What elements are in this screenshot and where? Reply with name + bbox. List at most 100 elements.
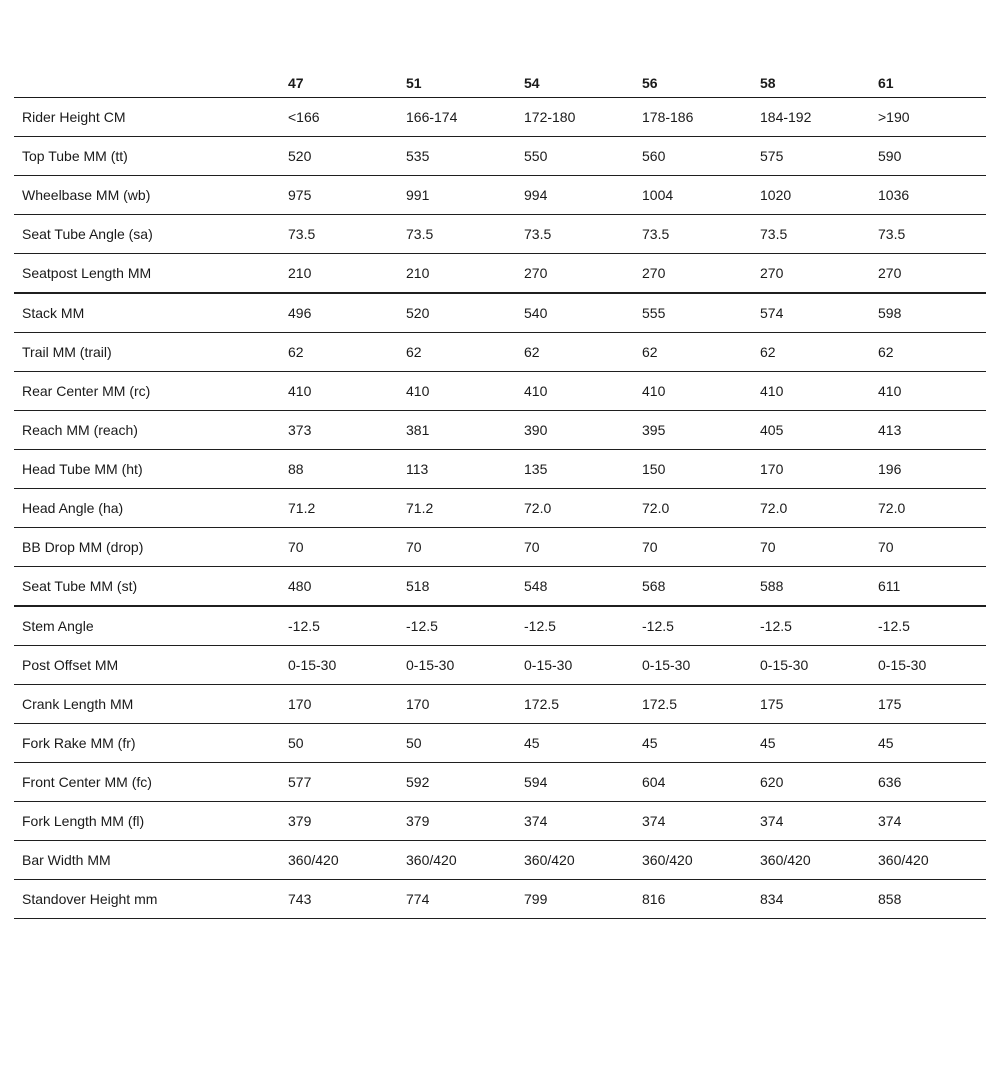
row-label: Rider Height CM <box>14 97 288 137</box>
cell: 71.2 <box>288 488 406 528</box>
cell: 270 <box>524 253 642 294</box>
cell: -12.5 <box>524 606 642 646</box>
cell: 858 <box>878 879 986 919</box>
cell: 975 <box>288 175 406 215</box>
cell: 73.5 <box>760 214 878 254</box>
cell: 1004 <box>642 175 760 215</box>
cell: 1020 <box>760 175 878 215</box>
table-row: Rear Center MM (rc) 410 410 410 410 410 410 <box>14 371 986 411</box>
cell: 360/420 <box>524 840 642 880</box>
cell: 590 <box>878 136 986 176</box>
table-row: Seat Tube Angle (sa) 73.5 73.5 73.5 73.5 73.5… <box>14 214 986 254</box>
row-label: Bar Width MM <box>14 840 288 880</box>
cell: 175 <box>760 684 878 724</box>
row-label: Standover Height mm <box>14 879 288 919</box>
cell: 70 <box>406 527 524 567</box>
column-header: 47 <box>288 68 406 98</box>
table-row: Fork Length MM (fl) 379 379 374 374 374 374 <box>14 801 986 841</box>
cell: 72.0 <box>524 488 642 528</box>
cell: 170 <box>760 449 878 489</box>
cell: 743 <box>288 879 406 919</box>
cell: 178-186 <box>642 97 760 137</box>
table-row: Trail MM (trail) 62 62 62 62 62 62 <box>14 332 986 372</box>
cell: 360/420 <box>406 840 524 880</box>
cell: 170 <box>406 684 524 724</box>
cell: 135 <box>524 449 642 489</box>
cell: 520 <box>406 293 524 333</box>
cell: 0-15-30 <box>760 645 878 685</box>
cell: 410 <box>406 371 524 411</box>
table-row: BB Drop MM (drop) 70 70 70 70 70 70 <box>14 527 986 567</box>
geometry-table: 47 51 54 56 58 61 Rider Height CM <166 166-174 1… <box>14 68 986 919</box>
cell: 374 <box>760 801 878 841</box>
table-row: Head Tube MM (ht) 88 113 135 150 170 196 <box>14 449 986 489</box>
cell: 410 <box>524 371 642 411</box>
cell: 395 <box>642 410 760 450</box>
row-label: Stack MM <box>14 293 288 333</box>
cell: -12.5 <box>406 606 524 646</box>
cell: 410 <box>760 371 878 411</box>
row-label: Rear Center MM (rc) <box>14 371 288 411</box>
table-row: Wheelbase MM (wb) 975 991 994 1004 1020 1036 <box>14 175 986 215</box>
column-header: 51 <box>406 68 524 98</box>
row-label: Seatpost Length MM <box>14 253 288 294</box>
table-row: Crank Length MM 170 170 172.5 172.5 175 175 <box>14 684 986 724</box>
cell: 592 <box>406 762 524 802</box>
cell: 550 <box>524 136 642 176</box>
cell: 381 <box>406 410 524 450</box>
row-label: Crank Length MM <box>14 684 288 724</box>
cell: 598 <box>878 293 986 333</box>
cell: 196 <box>878 449 986 489</box>
table-row: Front Center MM (fc) 577 592 594 604 620 636 <box>14 762 986 802</box>
cell: 72.0 <box>878 488 986 528</box>
cell: 70 <box>760 527 878 567</box>
cell: 270 <box>878 253 986 294</box>
column-header: 56 <box>642 68 760 98</box>
row-label: Trail MM (trail) <box>14 332 288 372</box>
cell: 70 <box>642 527 760 567</box>
cell: 410 <box>642 371 760 411</box>
geometry-spec-page: 47 51 54 56 58 61 Rider Height CM <166 166-174 1… <box>0 68 1000 1068</box>
cell: 535 <box>406 136 524 176</box>
cell: 575 <box>760 136 878 176</box>
cell: 413 <box>878 410 986 450</box>
cell: 594 <box>524 762 642 802</box>
cell: 620 <box>760 762 878 802</box>
cell: 994 <box>524 175 642 215</box>
cell: 0-15-30 <box>878 645 986 685</box>
cell: 0-15-30 <box>288 645 406 685</box>
cell: 73.5 <box>878 214 986 254</box>
table-row: Fork Rake MM (fr) 50 50 45 45 45 45 <box>14 723 986 763</box>
row-label: Reach MM (reach) <box>14 410 288 450</box>
cell: 210 <box>406 253 524 294</box>
cell: 50 <box>288 723 406 763</box>
cell: 374 <box>524 801 642 841</box>
cell: 62 <box>760 332 878 372</box>
table-row: Seatpost Length MM 210 210 270 270 270 270 <box>14 253 986 294</box>
cell: 373 <box>288 410 406 450</box>
cell: 991 <box>406 175 524 215</box>
cell: 360/420 <box>760 840 878 880</box>
cell: 379 <box>406 801 524 841</box>
cell: 374 <box>642 801 760 841</box>
cell: >190 <box>878 97 986 137</box>
cell: 496 <box>288 293 406 333</box>
row-label: Top Tube MM (tt) <box>14 136 288 176</box>
cell: -12.5 <box>760 606 878 646</box>
cell: <166 <box>288 97 406 137</box>
table-row: Rider Height CM <166 166-174 172-180 178-186… <box>14 97 986 137</box>
row-label: Head Tube MM (ht) <box>14 449 288 489</box>
cell: -12.5 <box>878 606 986 646</box>
cell: 379 <box>288 801 406 841</box>
table-row: Stem Angle -12.5 -12.5 -12.5 -12.5 -12.5 -12.5 <box>14 606 986 646</box>
header-row: 47 51 54 56 58 61 <box>14 68 986 98</box>
cell: 0-15-30 <box>642 645 760 685</box>
cell: 70 <box>524 527 642 567</box>
cell: 410 <box>878 371 986 411</box>
cell: 360/420 <box>878 840 986 880</box>
cell: 548 <box>524 566 642 607</box>
cell: 816 <box>642 879 760 919</box>
cell: 45 <box>878 723 986 763</box>
cell: 0-15-30 <box>524 645 642 685</box>
cell: 410 <box>288 371 406 411</box>
